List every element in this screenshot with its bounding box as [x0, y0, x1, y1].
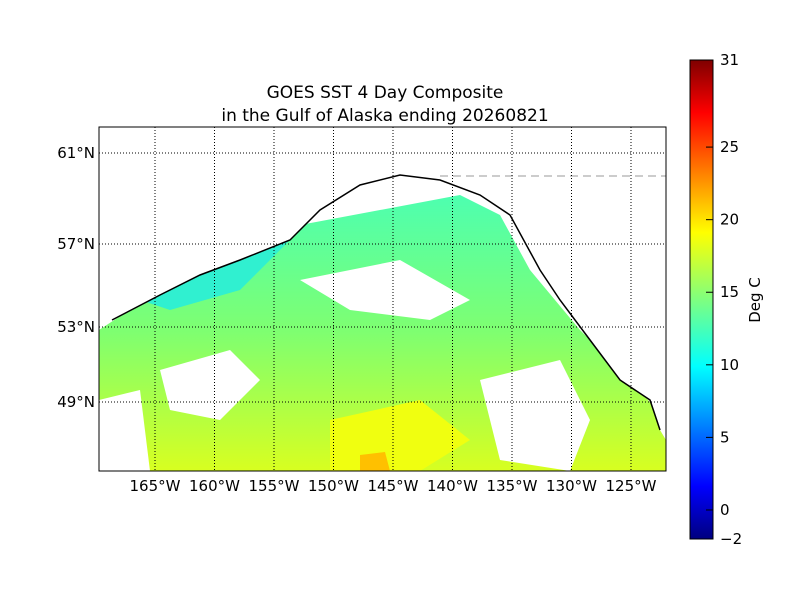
cloud-gap	[300, 260, 470, 320]
lat-label: 53°N	[57, 318, 95, 336]
sst-field	[99, 127, 666, 471]
colorbar-tick-label: 25	[720, 138, 739, 156]
sst-area	[360, 452, 390, 471]
graticule	[99, 127, 666, 471]
lat-label: 57°N	[57, 235, 95, 253]
colorbar-label: Deg C	[746, 277, 764, 323]
colorbar	[689, 59, 714, 540]
map-frame	[98, 126, 667, 472]
lon-label: 150°W	[308, 477, 359, 495]
lon-label: 155°W	[249, 477, 300, 495]
title-line: GOES SST 4 Day Composite	[267, 83, 504, 103]
cloud-gap	[160, 350, 260, 420]
colorbar-tick-label: 31	[720, 51, 739, 69]
lon-label: 125°W	[606, 477, 657, 495]
colorbar-tick-label: 20	[720, 211, 739, 229]
colorbar-tick-label: 5	[720, 428, 730, 446]
lon-label: 140°W	[427, 477, 478, 495]
title-line: in the Gulf of Alaska ending 20260821	[221, 106, 548, 126]
colorbar-tick-label: 15	[720, 283, 739, 301]
colorbar-tick-label: −2	[720, 530, 742, 548]
lon-label: 135°W	[487, 477, 538, 495]
lon-label: 145°W	[368, 477, 419, 495]
lat-label: 49°N	[57, 393, 95, 411]
land	[99, 127, 666, 440]
coastline	[111, 174, 661, 431]
lat-label: 61°N	[57, 144, 95, 162]
cloud-gap	[99, 390, 150, 471]
cloud-gap	[480, 360, 590, 471]
colorbar-tick-label: 0	[720, 501, 730, 519]
lon-label: 165°W	[130, 477, 181, 495]
sst-area	[330, 400, 470, 471]
lon-label: 130°W	[546, 477, 597, 495]
lon-label: 160°W	[189, 477, 240, 495]
colorbar-tick-label: 10	[720, 356, 739, 374]
